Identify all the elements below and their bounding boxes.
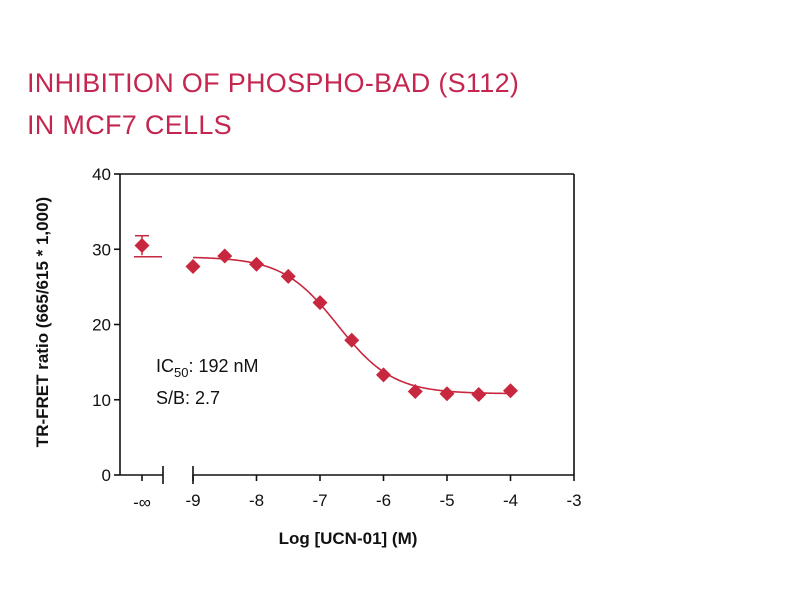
data-points (185, 248, 518, 402)
tick-labels: 0 10 20 30 40 -9 -8 -7 -6 -5 -4 -3 -∞ (92, 165, 581, 512)
y-axis-title: TR-FRET ratio (665/615 * 1,000) (33, 197, 52, 447)
data-point (439, 386, 455, 402)
ic50-value: : 192 nM (188, 356, 258, 376)
chart-title-line-2: IN MCF7 CELLS (27, 110, 232, 140)
ticks (114, 173, 575, 481)
x-tick-label: -5 (439, 491, 454, 510)
x-tick-label: -8 (249, 491, 264, 510)
data-point (407, 383, 423, 399)
x-tick-label: -6 (376, 491, 391, 510)
data-point (344, 332, 360, 348)
ic50-annotation: IC50: 192 nM (156, 356, 259, 380)
y-tick-label: 20 (92, 316, 111, 335)
x-tick-label: -3 (566, 491, 581, 510)
chart-title: INHIBITION OF PHOSPHO-BAD (S112) IN MCF7… (27, 62, 667, 146)
data-point (376, 367, 391, 383)
x-tick-label: -9 (185, 491, 200, 510)
data-point (249, 256, 264, 272)
x-axis-title: Log [UCN-01] (M) (279, 529, 418, 548)
y-tick-label: 40 (92, 165, 111, 184)
control-data-point (134, 237, 150, 253)
axes (119, 173, 575, 484)
x-tick-label: -4 (503, 491, 518, 510)
data-point (185, 259, 201, 275)
data-point (280, 268, 296, 284)
sb-annotation: S/B: 2.7 (156, 388, 220, 408)
control-point-group (134, 234, 162, 258)
x-tick-label: -7 (312, 491, 327, 510)
ic50-subscript: 50 (174, 365, 188, 380)
y-tick-label: 30 (92, 240, 111, 259)
chart-title-line-1: INHIBITION OF PHOSPHO-BAD (S112) (27, 68, 520, 98)
ic50-prefix: IC (156, 356, 174, 376)
data-point (471, 386, 487, 402)
data-point (217, 248, 233, 264)
data-point (312, 295, 328, 311)
y-tick-label: 10 (92, 391, 111, 410)
x-tick-label-control: -∞ (133, 493, 151, 512)
y-tick-label: 0 (102, 466, 111, 485)
data-point (503, 383, 518, 399)
